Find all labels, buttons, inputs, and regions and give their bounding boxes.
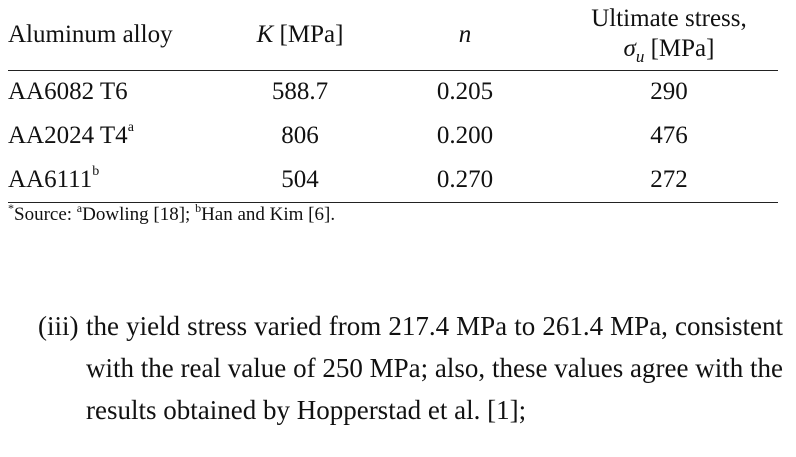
- table-header-row: Aluminum alloy K [MPa] n Ultimate stress…: [8, 0, 778, 71]
- cell-ultimate: 476: [650, 122, 688, 149]
- cell-n: 0.270: [370, 158, 560, 203]
- table-footnote: *Source: aDowling [18]; bHan and Kim [6]…: [8, 201, 336, 226]
- cell-alloy: AA6082 T6: [8, 70, 230, 114]
- table-row: AA6082 T6 588.7 0.205 290: [8, 70, 778, 114]
- header-ult-sub: u: [635, 46, 645, 66]
- cell-ultimate: 290: [650, 78, 688, 106]
- header-alloy: Aluminum alloy: [8, 0, 230, 71]
- cell-k: 806: [281, 122, 319, 149]
- alloy-mark: b: [92, 163, 100, 179]
- alloy-name: AA2024 T4: [8, 122, 128, 149]
- footnote-source: Source:: [14, 204, 77, 225]
- header-n: n: [370, 0, 560, 71]
- footnote-ref-a: Dowling [18];: [82, 204, 196, 225]
- header-ult-sigma: σ: [623, 34, 636, 62]
- header-k: K [MPa]: [230, 0, 370, 71]
- header-k-unit: [MPa]: [273, 20, 344, 48]
- header-n-symbol: n: [458, 20, 472, 48]
- footnote-star: *: [8, 201, 14, 215]
- cell-k: 588.7: [271, 78, 329, 106]
- header-k-symbol: K: [256, 20, 274, 48]
- table-row: AA6111b 504 0.270 272: [8, 158, 778, 203]
- alloy-name: AA6082 T6: [8, 78, 128, 106]
- alloy-mark: a: [127, 120, 134, 135]
- cell-alloy: AA6111b: [8, 158, 230, 203]
- alloy-name: AA6111: [8, 165, 93, 193]
- list-item-text: the yield stress varied from 217.4 MPa t…: [86, 311, 783, 425]
- table-row: AA2024 T4a 806 0.200 476: [8, 114, 778, 158]
- cell-k: 504: [230, 158, 370, 203]
- cell-n: 0.200: [436, 122, 494, 149]
- footnote-ref-b: Han and Kim [6].: [201, 204, 336, 225]
- header-ultimate-stress: Ultimate stress, σu [MPa]: [560, 0, 778, 71]
- cell-alloy: AA2024 T4a: [8, 114, 230, 158]
- header-ult-line1: Ultimate stress,: [591, 4, 747, 32]
- cell-ultimate: 272: [560, 158, 778, 203]
- alloy-properties-table: Aluminum alloy K [MPa] n Ultimate stress…: [8, 0, 778, 203]
- footnote-mark-a: a: [76, 201, 83, 215]
- header-ult-unit: [MPa]: [644, 34, 715, 62]
- footnote-mark-b: b: [195, 201, 202, 215]
- cell-n: 0.205: [436, 78, 494, 106]
- list-item-label: (iii): [38, 311, 79, 341]
- list-item-iii: (iii) the yield stress varied from 217.4…: [38, 305, 783, 431]
